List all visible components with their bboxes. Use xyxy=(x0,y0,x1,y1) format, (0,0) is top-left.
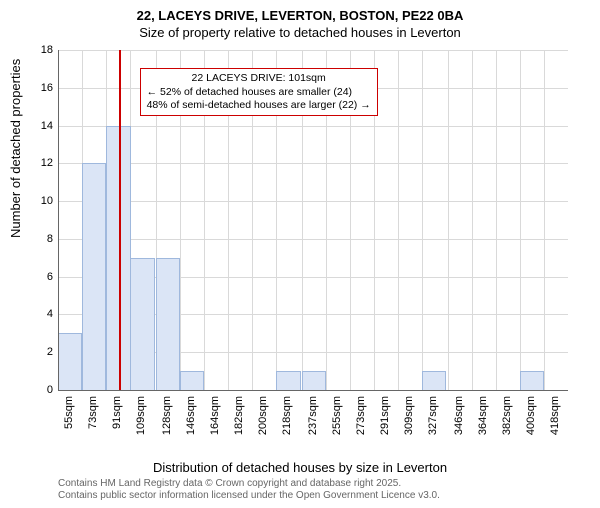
x-tick-label: 55sqm xyxy=(63,396,75,446)
histogram-bar xyxy=(130,258,154,390)
gridline-vertical xyxy=(496,50,497,390)
y-axis-label: Number of detached properties xyxy=(8,59,23,238)
x-tick-label: 218sqm xyxy=(281,396,293,446)
gridline-horizontal xyxy=(58,126,568,127)
y-tick-label: 10 xyxy=(28,195,53,207)
callout-box: 22 LACEYS DRIVE: 101sqm← 52% of detached… xyxy=(140,68,378,115)
histogram-bar xyxy=(58,333,82,390)
gridline-horizontal xyxy=(58,201,568,202)
callout-line: 22 LACEYS DRIVE: 101sqm xyxy=(147,72,371,85)
chart-area: 02468101214161855sqm73sqm91sqm109sqm128s… xyxy=(58,50,568,430)
x-tick-label: 309sqm xyxy=(403,396,415,446)
gridline-vertical xyxy=(422,50,423,390)
x-tick-label: 400sqm xyxy=(525,396,537,446)
y-axis-line xyxy=(58,50,59,390)
callout-line: ← 52% of detached houses are smaller (24… xyxy=(147,86,371,99)
gridline-horizontal xyxy=(58,239,568,240)
y-tick-label: 14 xyxy=(28,120,53,132)
x-tick-label: 255sqm xyxy=(331,396,343,446)
x-tick-label: 382sqm xyxy=(501,396,513,446)
x-tick-label: 200sqm xyxy=(257,396,269,446)
x-tick-label: 346sqm xyxy=(453,396,465,446)
histogram-bar xyxy=(180,371,204,390)
footer-attribution: Contains HM Land Registry data © Crown c… xyxy=(58,478,440,502)
histogram-bar xyxy=(276,371,300,390)
x-tick-label: 164sqm xyxy=(209,396,221,446)
title-line-1: 22, LACEYS DRIVE, LEVERTON, BOSTON, PE22… xyxy=(0,8,600,23)
reference-marker-line xyxy=(119,50,121,390)
y-tick-label: 2 xyxy=(28,346,53,358)
y-tick-label: 6 xyxy=(28,271,53,283)
y-tick-label: 12 xyxy=(28,157,53,169)
gridline-horizontal xyxy=(58,163,568,164)
y-tick-label: 4 xyxy=(28,308,53,320)
x-tick-label: 291sqm xyxy=(379,396,391,446)
histogram-bar xyxy=(156,258,180,390)
x-tick-label: 182sqm xyxy=(233,396,245,446)
x-axis-line xyxy=(58,390,568,391)
x-tick-label: 237sqm xyxy=(307,396,319,446)
histogram-bar xyxy=(302,371,326,390)
x-tick-label: 418sqm xyxy=(549,396,561,446)
gridline-vertical xyxy=(448,50,449,390)
histogram-bar xyxy=(422,371,446,390)
x-tick-label: 128sqm xyxy=(161,396,173,446)
gridline-vertical xyxy=(544,50,545,390)
x-tick-label: 109sqm xyxy=(135,396,147,446)
x-tick-label: 146sqm xyxy=(185,396,197,446)
title-line-2: Size of property relative to detached ho… xyxy=(0,25,600,40)
gridline-vertical xyxy=(398,50,399,390)
gridline-vertical xyxy=(472,50,473,390)
y-tick-label: 8 xyxy=(28,233,53,245)
y-tick-label: 18 xyxy=(28,44,53,56)
footer-line-2: Contains public sector information licen… xyxy=(58,490,440,502)
x-tick-label: 273sqm xyxy=(355,396,367,446)
x-axis-label: Distribution of detached houses by size … xyxy=(0,460,600,475)
x-tick-label: 73sqm xyxy=(87,396,99,446)
x-tick-label: 91sqm xyxy=(111,396,123,446)
plot-region: 02468101214161855sqm73sqm91sqm109sqm128s… xyxy=(58,50,568,430)
gridline-vertical xyxy=(520,50,521,390)
y-tick-label: 16 xyxy=(28,82,53,94)
x-tick-label: 327sqm xyxy=(427,396,439,446)
histogram-bar xyxy=(520,371,544,390)
callout-line: 48% of semi-detached houses are larger (… xyxy=(147,99,371,112)
histogram-bar xyxy=(82,163,106,390)
footer-line-1: Contains HM Land Registry data © Crown c… xyxy=(58,478,440,490)
y-tick-label: 0 xyxy=(28,384,53,396)
gridline-horizontal xyxy=(58,50,568,51)
x-tick-label: 364sqm xyxy=(477,396,489,446)
